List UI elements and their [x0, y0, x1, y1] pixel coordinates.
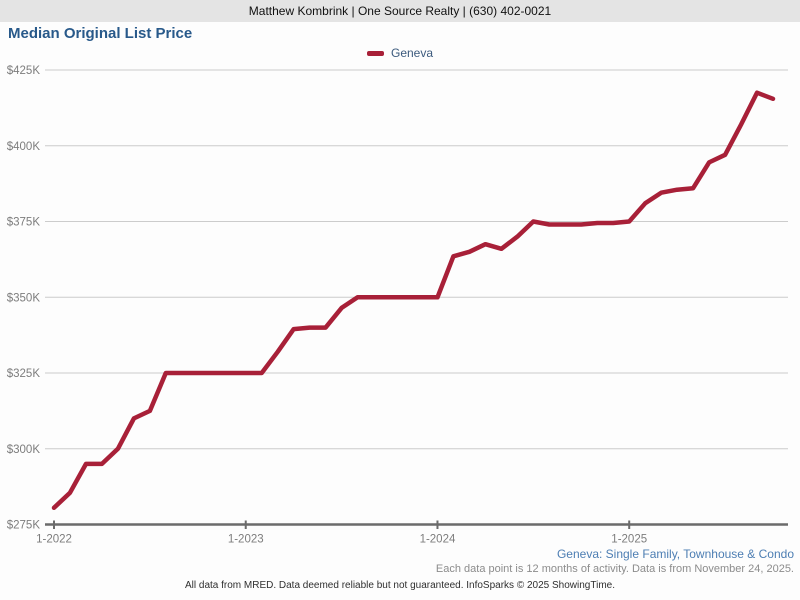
y-axis-tick-label: $325K [7, 368, 41, 380]
page-title: Median Original List Price [8, 25, 193, 42]
y-axis-tick-label: $300K [7, 444, 41, 456]
y-axis-tick-label: $400K [7, 141, 41, 153]
legend-line-swatch [366, 50, 384, 56]
y-axis-tick-label: $375K [7, 217, 41, 229]
agent-header-bar: Matthew Kombrink | One Source Realty | (… [0, 0, 800, 22]
legend-series-label: Geneva [390, 46, 434, 60]
data-period-note: Each data point is 12 months of activity… [435, 563, 794, 575]
series-line-geneva [51, 90, 776, 511]
y-axis-tick-label: $425K [7, 65, 41, 77]
agent-info-text: Matthew Kombrink | One Source Realty | (… [248, 4, 552, 18]
mred-disclaimer: All data from MRED. Data deemed reliable… [184, 580, 615, 591]
series-description-note: Geneva: Single Family, Townhouse & Condo [556, 547, 794, 561]
chart-legend: Geneva [0, 46, 800, 60]
x-axis-tick-label: 1-2024 [420, 534, 456, 546]
y-axis-tick-label: $350K [7, 292, 41, 304]
x-axis-tick-label: 1-2025 [611, 534, 647, 546]
y-axis-tick-label: $275K [7, 520, 41, 532]
x-axis-tick-label: 1-2022 [36, 534, 72, 546]
x-axis-tick-label: 1-2023 [228, 534, 264, 546]
